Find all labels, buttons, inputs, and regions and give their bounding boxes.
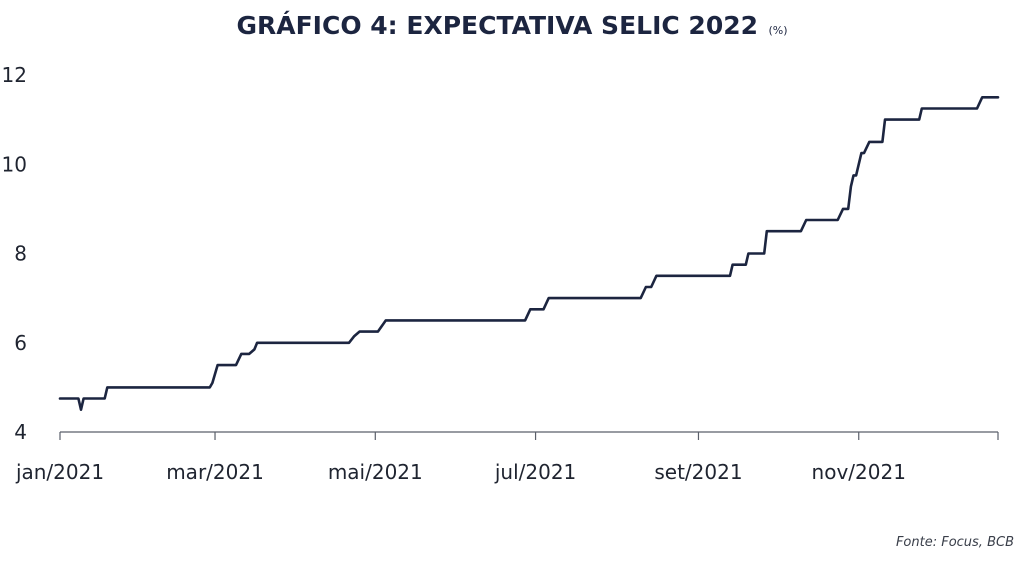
y-tick-label: 12 xyxy=(2,63,27,87)
x-tick-label: set/2021 xyxy=(654,460,742,484)
x-tick-label: jan/2021 xyxy=(15,460,104,484)
x-tick-label: jul/2021 xyxy=(494,460,576,484)
x-axis: jan/2021 mar/2021 mai/2021 jul/2021 set/2021… xyxy=(15,431,999,484)
series-group xyxy=(58,96,1000,412)
chart-title-unit: (%) xyxy=(768,24,787,37)
x-tick-label: nov/2021 xyxy=(812,460,906,484)
chart-title: GRÁFICO 4: EXPECTATIVA SELIC 2022 (%) xyxy=(236,11,787,40)
x-tick-label: mai/2021 xyxy=(328,460,423,484)
y-tick-label: 10 xyxy=(2,152,27,176)
source-note: Fonte: Focus, BCB xyxy=(896,535,1014,550)
series-line-selic-2022 xyxy=(58,96,1000,412)
y-axis-ticks: 4 6 8 10 12 xyxy=(2,63,27,444)
chart-title-main: GRÁFICO 4: EXPECTATIVA SELIC 2022 xyxy=(236,11,758,40)
x-tick-label: mar/2021 xyxy=(166,460,264,484)
y-tick-label: 4 xyxy=(14,420,27,444)
y-tick-label: 6 xyxy=(14,331,27,355)
y-tick-label: 8 xyxy=(14,242,27,266)
